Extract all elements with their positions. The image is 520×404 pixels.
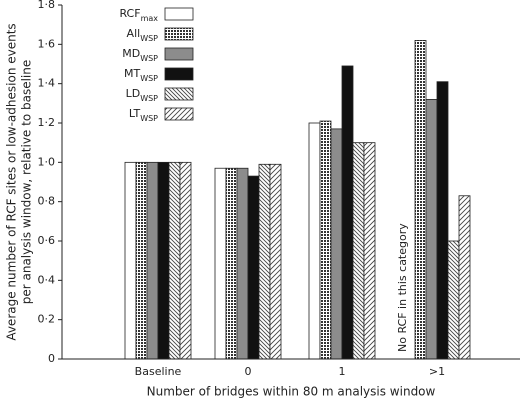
- bar: [436, 81, 449, 360]
- bar: [425, 99, 438, 360]
- y-tick-label: 1·2: [38, 116, 56, 129]
- legend-name: MD: [122, 47, 140, 60]
- y-tick-label: 1·6: [38, 37, 56, 50]
- x-tick-label: >1: [429, 365, 445, 378]
- legend-swatch: [164, 67, 194, 81]
- y-tick-label: 0·4: [38, 273, 56, 286]
- legend-subscript: WSP: [140, 34, 158, 43]
- legend-label: MTWSP: [124, 67, 158, 83]
- legend-name: All: [127, 27, 141, 40]
- legend-swatch: [164, 87, 194, 101]
- y-axis-label: Average number of RCF sites or low-adhes…: [5, 23, 19, 340]
- bar: [157, 161, 170, 360]
- legend-subscript: WSP: [140, 74, 158, 83]
- x-tick-label: 0: [245, 365, 252, 378]
- y-tick-label: 0·8: [38, 195, 56, 208]
- bar: [236, 167, 249, 360]
- legend-swatch: [164, 27, 194, 41]
- legend-name: LT: [129, 107, 141, 120]
- legend-name: MT: [124, 67, 140, 80]
- legend-subscript: WSP: [140, 54, 158, 63]
- bar: [179, 161, 192, 360]
- y-tick-label: 1·0: [38, 155, 56, 168]
- legend-swatch: [164, 7, 194, 21]
- legend-name: LD: [126, 87, 141, 100]
- y-axis-label: per analysis window, relative to baselin…: [20, 60, 34, 305]
- legend-label: LTWSP: [129, 107, 158, 123]
- bar: [225, 167, 238, 360]
- legend-swatch: [164, 107, 194, 121]
- legend-label: LDWSP: [126, 87, 159, 103]
- bar: [458, 195, 471, 360]
- x-axis-label: Number of bridges within 80 m analysis w…: [147, 385, 436, 399]
- legend-subscript: WSP: [140, 94, 158, 103]
- y-tick-label: 0: [48, 352, 55, 365]
- bar: [269, 163, 282, 360]
- bar: [258, 163, 271, 360]
- bar: [308, 122, 321, 360]
- bar: [447, 240, 460, 360]
- bar: [330, 128, 343, 360]
- y-tick-label: 0·6: [38, 234, 56, 247]
- bar: [363, 142, 376, 360]
- legend-subscript: max: [141, 14, 159, 23]
- y-tick-label: 1·8: [38, 0, 56, 11]
- annotation: No RCF in this category: [396, 223, 409, 352]
- bar: [124, 161, 137, 360]
- legend-label: RCFmax: [119, 7, 158, 23]
- y-tick-label: 0·2: [38, 313, 56, 326]
- bar: [414, 40, 427, 360]
- bar: [135, 161, 148, 360]
- legend-swatch: [164, 47, 194, 61]
- bar: [352, 142, 365, 360]
- bar: [146, 161, 159, 360]
- bar: [247, 175, 260, 360]
- bar: [168, 161, 181, 360]
- legend-label: MDWSP: [122, 47, 158, 63]
- bar: [214, 167, 227, 360]
- x-tick-label: Baseline: [135, 365, 182, 378]
- x-tick-label: 1: [339, 365, 346, 378]
- legend-subscript: WSP: [140, 114, 158, 123]
- legend-name: RCF: [119, 7, 140, 20]
- bar: [319, 120, 332, 360]
- y-tick-label: 1·4: [38, 77, 56, 90]
- bar: [341, 65, 354, 360]
- legend-label: AllWSP: [127, 27, 159, 43]
